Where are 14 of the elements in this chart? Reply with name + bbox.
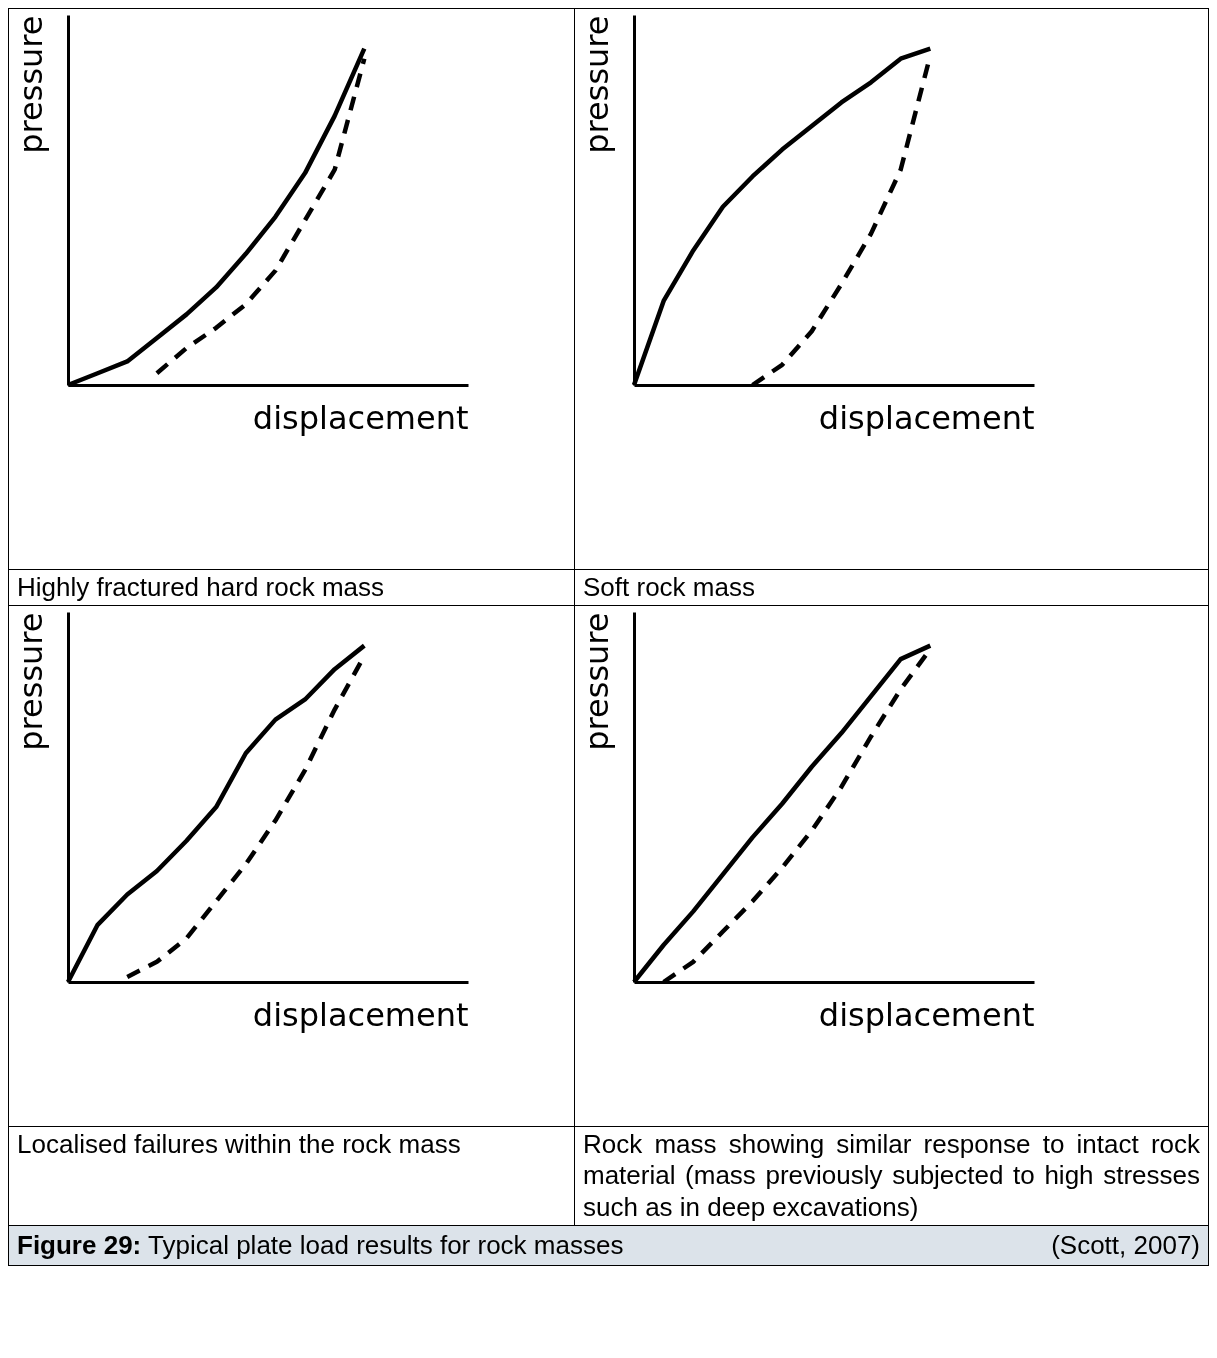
y-axis-title: pressure — [11, 612, 50, 751]
caption: Figure 29: Typical plate load results for rock masses — [17, 1229, 624, 1260]
text: (Scott, 2007) — [1051, 1229, 1200, 1261]
y-axis-title: pressure — [11, 15, 50, 154]
text: Soft rock mass — [574, 569, 1209, 606]
y-axis-title: pressure — [577, 612, 616, 751]
x-axis-title: displacement — [252, 398, 469, 437]
text: Highly fractured hard rock mass — [8, 569, 575, 606]
text: Localised failures within the rock mass — [8, 1126, 575, 1226]
text: Rock mass showing similar response to intact rock material (mass previously subjected to high stresses such as in deep excavations) — [574, 1126, 1209, 1226]
x-axis-title: displacement — [818, 995, 1035, 1034]
x-axis-title: displacement — [818, 398, 1035, 437]
x-axis-title: displacement — [252, 995, 469, 1034]
y-axis-title: pressure — [577, 15, 616, 154]
